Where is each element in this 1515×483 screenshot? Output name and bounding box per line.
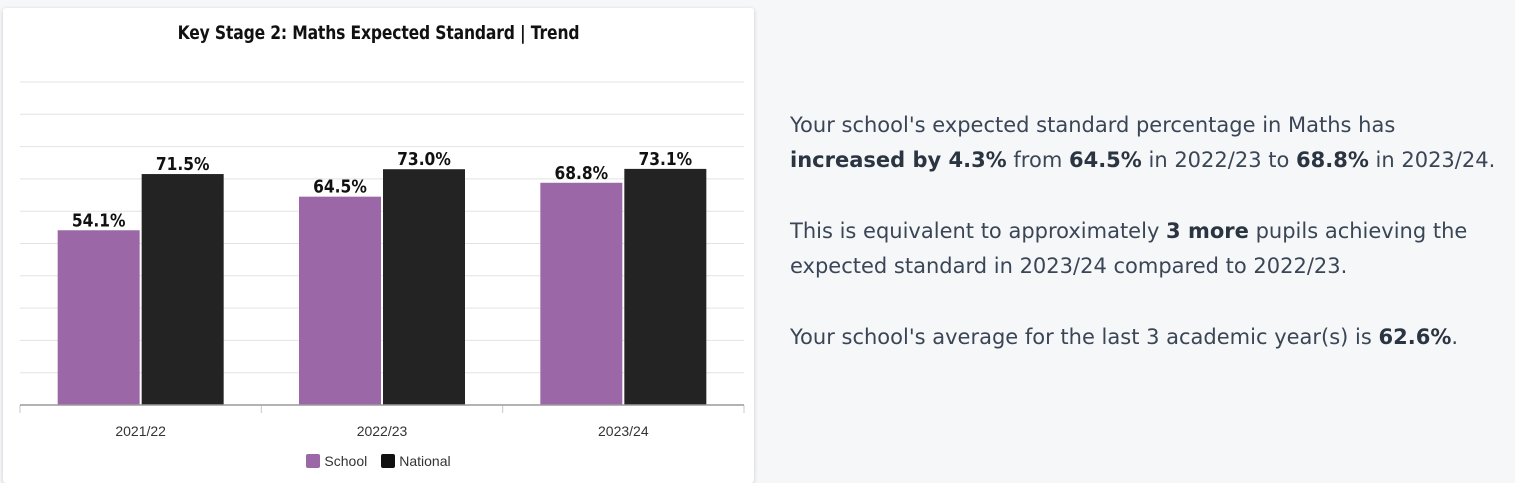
bar-school-3 (540, 182, 623, 405)
summary-text-fragment: in 2023/24. (1368, 148, 1496, 172)
data-label: 73.0% (397, 148, 451, 169)
summary-text-fragment: This is equivalent to approximately (790, 219, 1167, 243)
summary-previous-value: 64.5% (1068, 148, 1142, 172)
x-tick-label: 2021/22 (115, 423, 166, 439)
chart-title: Key Stage 2: Maths Expected Standard | T… (177, 22, 580, 44)
bar-chart: 54.1% 71.5% 2021/22 64.5% 73.0% 2022/23 68.8% 7… (19, 81, 745, 439)
summary-change: Your school's expected standard percenta… (790, 108, 1512, 178)
summary-text-fragment: . (1451, 325, 1459, 349)
summary-current-value: 68.8% (1296, 148, 1369, 172)
bar-school-2 (299, 196, 381, 405)
summary-text-fragment: in 2022/23 to (1141, 148, 1296, 172)
summary-average-value: 62.6% (1378, 325, 1452, 349)
legend-label-school: School (324, 453, 368, 469)
x-tick-label: 2023/24 (598, 423, 649, 439)
summary-text-fragment: Your school's expected standard percenta… (790, 113, 1396, 137)
legend-item-national[interactable]: National (381, 453, 451, 469)
data-label: 54.1% (72, 209, 126, 230)
summary-change-amount: increased by 4.3% (790, 148, 1007, 172)
legend-swatch-national (381, 454, 396, 468)
summary-pupils: This is equivalent to approximately 3 mo… (790, 214, 1512, 284)
summary-text-fragment: Your school's average for the last 3 aca… (790, 325, 1379, 349)
data-label: 64.5% (313, 176, 367, 197)
summary-average: Your school's average for the last 3 aca… (790, 320, 1512, 355)
bar-national-1 (141, 174, 224, 405)
x-tick-label: 2022/23 (357, 423, 408, 439)
legend-label-national: National (399, 453, 451, 469)
summary-text: Your school's expected standard percenta… (790, 108, 1512, 391)
bar-national-3 (624, 168, 707, 405)
summary-pupil-count: 3 more (1166, 219, 1249, 243)
bar-national-2 (383, 169, 465, 405)
data-label: 73.1% (639, 148, 693, 169)
summary-text-fragment: from (1006, 148, 1069, 172)
bar-school-1 (57, 230, 140, 405)
data-label: 68.8% (555, 162, 609, 183)
chart-legend: School National (3, 453, 754, 469)
legend-swatch-school (306, 454, 321, 468)
summary-text-fragment: pupils achieving the expected standard i… (790, 219, 1468, 278)
legend-item-school[interactable]: School (306, 453, 367, 469)
data-label: 71.5% (156, 153, 210, 174)
chart-card: Key Stage 2: Maths Expected Standard | T… (3, 8, 754, 483)
